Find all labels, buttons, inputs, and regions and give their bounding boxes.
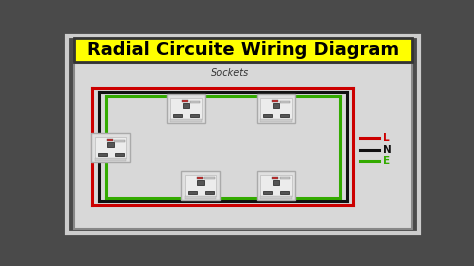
Bar — [108, 142, 114, 147]
Bar — [263, 191, 272, 194]
Bar — [273, 103, 279, 108]
Bar — [115, 153, 124, 156]
FancyBboxPatch shape — [181, 171, 220, 200]
Bar — [182, 103, 189, 108]
FancyBboxPatch shape — [256, 171, 295, 200]
Bar — [107, 139, 113, 141]
Bar — [273, 180, 279, 185]
FancyBboxPatch shape — [166, 94, 205, 123]
Bar — [272, 100, 278, 102]
FancyBboxPatch shape — [74, 63, 412, 228]
Bar — [185, 175, 217, 196]
Bar — [114, 140, 125, 142]
FancyBboxPatch shape — [74, 38, 412, 62]
Bar — [260, 98, 292, 119]
Bar — [197, 177, 203, 179]
Bar — [205, 191, 213, 194]
Bar — [170, 98, 202, 119]
FancyBboxPatch shape — [91, 133, 130, 162]
Text: Sockets: Sockets — [211, 68, 249, 78]
Bar — [185, 196, 217, 199]
Bar — [190, 101, 200, 103]
Bar — [260, 175, 292, 196]
Bar — [204, 177, 215, 180]
Bar — [263, 114, 272, 117]
Text: E: E — [383, 156, 390, 166]
Bar — [182, 100, 188, 102]
Bar — [188, 191, 197, 194]
Text: Radial Circuite Wiring Diagram: Radial Circuite Wiring Diagram — [87, 41, 399, 59]
Bar — [260, 196, 292, 199]
Bar — [170, 119, 202, 122]
FancyBboxPatch shape — [256, 94, 295, 123]
Text: N: N — [383, 145, 391, 155]
Bar — [98, 153, 107, 156]
Bar — [280, 191, 289, 194]
Bar — [260, 119, 292, 122]
Bar — [280, 101, 290, 103]
Bar — [95, 158, 127, 161]
Bar — [280, 114, 289, 117]
Bar — [272, 177, 278, 179]
Text: L: L — [383, 134, 389, 143]
Bar — [280, 177, 290, 180]
Bar — [95, 138, 127, 158]
FancyBboxPatch shape — [66, 36, 419, 233]
Bar — [173, 114, 182, 117]
Bar — [190, 114, 199, 117]
Bar — [197, 180, 204, 185]
